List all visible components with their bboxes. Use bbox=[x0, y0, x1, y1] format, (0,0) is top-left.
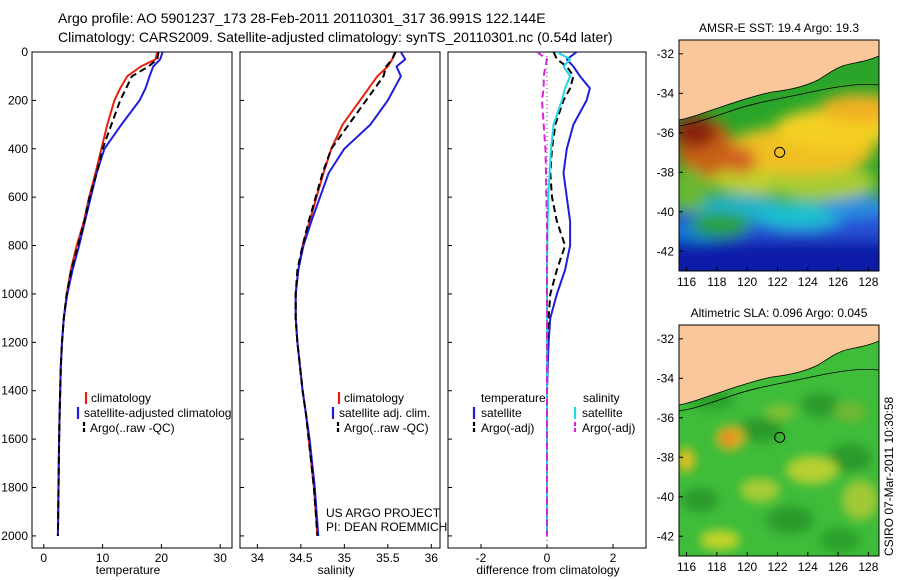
difference-xlabel: difference from climatology bbox=[476, 563, 619, 577]
map-x-tick-label: 128 bbox=[858, 560, 878, 574]
map-x-tick-label: 116 bbox=[677, 275, 696, 289]
y-tick-label: 800 bbox=[8, 239, 28, 253]
temperature-xlabel: temperature bbox=[96, 563, 161, 577]
map-y-tick-label: -32 bbox=[657, 332, 675, 346]
sst-map-axes: 116 118 120 122 124 126 128 -32 -34 -36 -38 -40 -42 bbox=[657, 47, 879, 289]
y-tick-label: 2000 bbox=[1, 529, 28, 543]
legend-label: satellite bbox=[481, 406, 522, 420]
sla-map-title: Altimetric SLA: 0.096 Argo: 0.045 bbox=[691, 306, 868, 320]
map-x-tick-label: 116 bbox=[677, 560, 696, 574]
series-line-satellite-adj-clim bbox=[294, 52, 407, 536]
map-x-tick-label: 118 bbox=[707, 560, 726, 574]
legend-label: Argo(-adj) bbox=[481, 421, 534, 435]
map-y-tick-label: -42 bbox=[657, 529, 675, 543]
temperature-panel-frame bbox=[31, 51, 233, 549]
series-line-satellite-adjusted-climatolog bbox=[56, 52, 164, 536]
y-tick-label: 200 bbox=[8, 93, 28, 107]
x-tick-label: 35 bbox=[338, 551, 352, 565]
salinity-panel-frame bbox=[239, 51, 441, 549]
salinity-plot: 34 34.5 35 35.5 36 bbox=[240, 51, 439, 565]
legend-group-title: salinity bbox=[583, 391, 620, 405]
sla-map-field bbox=[679, 325, 879, 556]
temperature-plot: 0 10 20 30 0 200 400 600 800 1000 1200 1400 1600 1800… bbox=[1, 45, 227, 565]
map-x-tick-label: 118 bbox=[707, 275, 726, 289]
sst-map-frame bbox=[678, 39, 880, 272]
map-x-tick-label: 120 bbox=[737, 275, 757, 289]
legend-label: Argo(-adj) bbox=[582, 421, 635, 435]
temperature-legend: climatology satellite-adjusted climatolo… bbox=[76, 391, 231, 435]
series-line-temperature-argo-adj bbox=[546, 52, 575, 536]
float-position-marker bbox=[774, 146, 786, 158]
legend-label: satellite-adjusted climatolog bbox=[84, 406, 231, 420]
sst-map-title: AMSR-E SST: 19.4 Argo: 19.3 bbox=[699, 21, 859, 35]
map-x-tick-label: 124 bbox=[798, 560, 818, 574]
credit-line-2: PI: DEAN ROEMMICH bbox=[326, 520, 447, 534]
difference-legend: temperature satellite Argo(-adj) salinit… bbox=[472, 391, 635, 435]
header-line-2: Climatology: CARS2009. Satellite-adjuste… bbox=[58, 29, 613, 45]
y-tick-label: 1000 bbox=[1, 287, 28, 301]
map-y-tick-label: -42 bbox=[657, 244, 675, 258]
legend-label: climatology bbox=[91, 391, 151, 405]
series-group bbox=[536, 52, 591, 536]
x-tick-label: 0 bbox=[40, 551, 47, 565]
map-x-tick-label: 124 bbox=[798, 275, 818, 289]
series-group bbox=[56, 52, 164, 536]
map-x-tick-label: 126 bbox=[828, 560, 848, 574]
timestamp: CSIRO 07-Mar-2011 10:30:58 bbox=[882, 396, 896, 556]
series-line-argo-raw-qc bbox=[56, 52, 160, 536]
map-y-tick-label: -40 bbox=[657, 205, 675, 219]
map-x-tick-label: 126 bbox=[828, 275, 848, 289]
map-x-tick-label: 122 bbox=[767, 560, 787, 574]
x-tick-label: 35.5 bbox=[376, 551, 400, 565]
x-tick-label: 36 bbox=[425, 551, 439, 565]
map-y-tick-label: -40 bbox=[657, 490, 675, 504]
x-tick-label: 2 bbox=[610, 551, 617, 565]
y-tick-label: 0 bbox=[21, 45, 28, 59]
series-group bbox=[294, 52, 407, 536]
map-y-tick-label: -34 bbox=[657, 86, 675, 100]
difference-plot: -2 0 2 bbox=[448, 51, 617, 565]
legend-label: satellite adj. clim. bbox=[339, 406, 430, 420]
x-tick-label: 0 bbox=[544, 551, 551, 565]
float-position-marker bbox=[774, 431, 786, 443]
credit-line-1: US ARGO PROJECT bbox=[326, 506, 441, 520]
map-x-tick-label: 128 bbox=[858, 275, 878, 289]
y-tick-label: 1600 bbox=[1, 432, 28, 446]
salinity-legend: climatology satellite adj. clim. Argo(..… bbox=[331, 391, 430, 435]
header-line-1: Argo profile: AO 5901237_173 28-Feb-2011… bbox=[58, 10, 546, 26]
legend-group-title: temperature bbox=[481, 391, 546, 405]
sst-map-field bbox=[679, 40, 879, 271]
legend-label: Argo(..raw -QC) bbox=[344, 421, 429, 435]
map-y-tick-label: -38 bbox=[657, 450, 675, 464]
series-line-climatology bbox=[56, 52, 159, 536]
legend-label: satellite bbox=[582, 406, 623, 420]
series-line-argo-raw-qc bbox=[294, 52, 397, 536]
sla-map-axes: 116 118 120 122 124 126 128 -32 -34 -36 -38 -40 -42 bbox=[657, 332, 879, 574]
sla-map-frame bbox=[678, 324, 880, 557]
legend-label: Argo(..raw -QC) bbox=[90, 421, 175, 435]
x-tick-label: 30 bbox=[214, 551, 228, 565]
series-line-salinity-argo-adj bbox=[536, 52, 548, 536]
map-y-tick-label: -34 bbox=[657, 371, 675, 385]
y-tick-label: 1200 bbox=[1, 335, 28, 349]
x-tick-label: 34 bbox=[251, 551, 265, 565]
map-x-tick-label: 120 bbox=[737, 560, 757, 574]
map-x-tick-label: 122 bbox=[767, 275, 787, 289]
salinity-xlabel: salinity bbox=[318, 563, 355, 577]
y-tick-label: 600 bbox=[8, 190, 28, 204]
legend-label: climatology bbox=[344, 391, 404, 405]
y-tick-label: 400 bbox=[8, 142, 28, 156]
x-tick-label: 20 bbox=[155, 551, 169, 565]
map-y-tick-label: -36 bbox=[657, 411, 675, 425]
map-y-tick-label: -38 bbox=[657, 165, 675, 179]
y-tick-label: 1800 bbox=[1, 481, 28, 495]
x-tick-label: 10 bbox=[96, 551, 110, 565]
map-y-tick-label: -32 bbox=[657, 47, 675, 61]
y-tick-label: 1400 bbox=[1, 384, 28, 398]
x-tick-label: 34.5 bbox=[289, 551, 313, 565]
x-tick-label: -2 bbox=[476, 551, 487, 565]
map-y-tick-label: -36 bbox=[657, 126, 675, 140]
series-line-climatology bbox=[294, 52, 396, 536]
